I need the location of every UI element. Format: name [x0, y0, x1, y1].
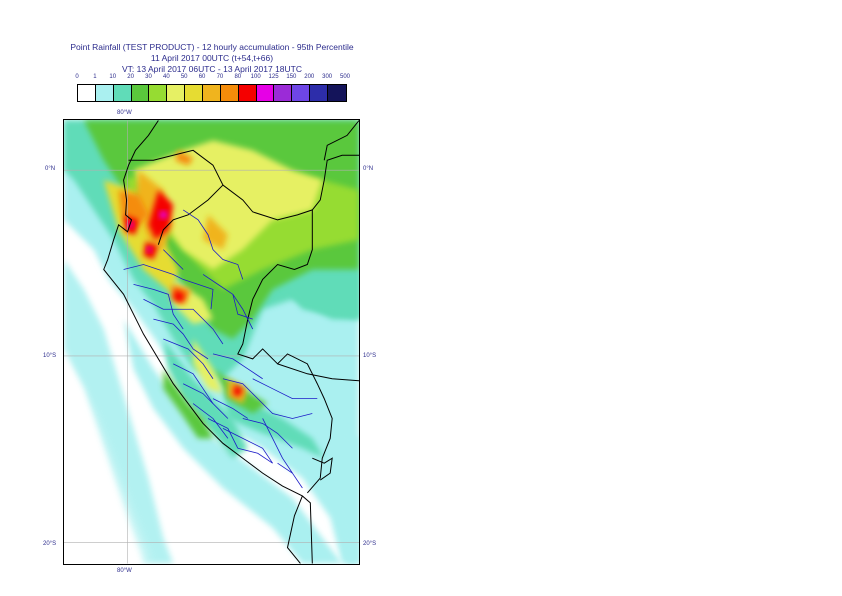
legend-swatch: [167, 85, 186, 101]
lat-label-right-10s: 10°S: [363, 353, 377, 359]
legend-tick-label: 100: [250, 74, 261, 80]
rainfall-map: [63, 119, 360, 565]
lat-label-left-20s: 20°S: [43, 541, 57, 547]
country-boundaries: [103, 120, 359, 564]
lat-label-right-20s: 20°S: [363, 541, 377, 547]
legend-swatch: [328, 85, 346, 101]
legend-swatch: [220, 85, 239, 101]
legend-tick-label: 0: [75, 74, 79, 80]
title-line-1: Point Rainfall (TEST PRODUCT) - 12 hourl…: [70, 42, 354, 52]
legend-swatch: [185, 85, 204, 101]
lat-label-right-0: 0°N: [363, 166, 374, 172]
legend-swatch: [95, 85, 114, 101]
legend-swatch: [113, 85, 132, 101]
legend-tick-label: 1: [93, 74, 97, 80]
lon-label-top: 80°W: [117, 110, 132, 116]
lat-label-left-10s: 10°S: [43, 353, 57, 359]
lat-label-left-0: 0°N: [45, 166, 56, 172]
lon-label-bottom: 80°W: [117, 568, 132, 574]
legend-tick-label: 10: [109, 74, 117, 80]
legend-tick-label: 60: [198, 74, 206, 80]
legend-swatch: [310, 85, 329, 101]
legend-swatch: [256, 85, 275, 101]
legend-tick-label: 50: [180, 74, 188, 80]
legend-swatch: [203, 85, 221, 101]
legend-swatch: [149, 85, 168, 101]
legend-labels: 0 1 10 20 30 40 50 60 70 80 100 125 150 200 300 500: [0, 74, 842, 84]
legend-tick-label: 500: [339, 74, 351, 80]
legend-swatch: [238, 85, 257, 101]
legend-tick-label: 125: [268, 74, 279, 80]
legend-tick-label: 300: [322, 74, 333, 80]
legend-swatch: [274, 85, 293, 101]
graticule: [64, 120, 359, 564]
rainfall-field: [64, 120, 359, 564]
legend-swatch: [78, 85, 96, 101]
legend-tick-label: 70: [216, 74, 224, 80]
legend-tick-label: 200: [304, 74, 315, 80]
legend-tick-label: 150: [286, 74, 297, 80]
legend-swatch: [292, 85, 311, 101]
legend-tick-label: 40: [162, 74, 170, 80]
title-line-3: VT: 13 April 2017 06UTC - 13 April 2017 …: [121, 64, 302, 74]
legend-colorbar: [77, 84, 347, 102]
legend-tick-label: 80: [234, 74, 242, 80]
title-line-2: 11 April 2017 00UTC (t+54,t+66): [150, 53, 274, 63]
legend-tick-label: 20: [127, 74, 134, 80]
region-boundaries: [123, 209, 318, 489]
legend-swatch: [131, 85, 150, 101]
legend-tick-label: 30: [145, 74, 152, 80]
